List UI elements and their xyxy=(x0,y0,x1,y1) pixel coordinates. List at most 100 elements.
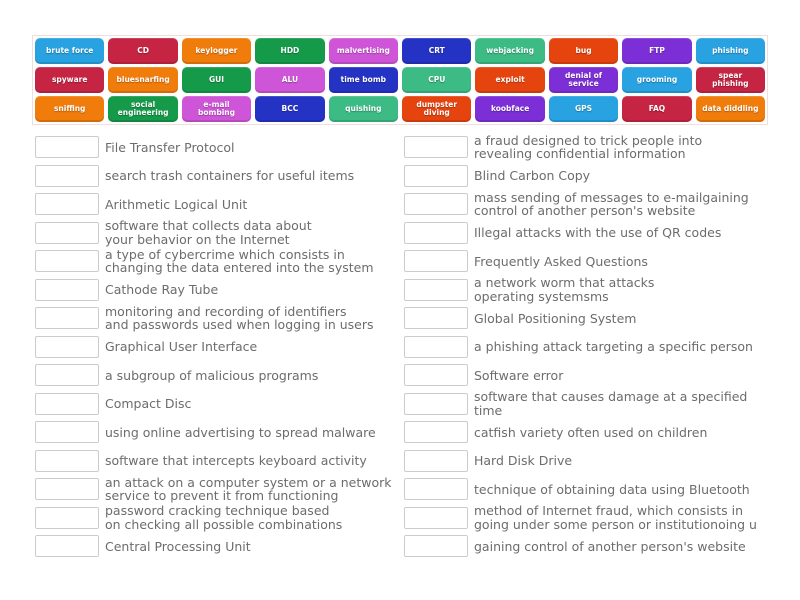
word-tile[interactable]: quishing xyxy=(328,96,399,122)
definition-text: a type of cybercrime which consists in c… xyxy=(105,246,374,276)
word-tile[interactable]: phishing xyxy=(695,38,766,64)
match-row: a phishing attack targeting a specific p… xyxy=(404,333,765,362)
word-bank-row: spyware bluesnarfing GUI ALU time bomb CPU exp… xyxy=(35,67,766,93)
word-tile[interactable]: spear phishing xyxy=(695,67,766,93)
word-tile[interactable]: HDD xyxy=(255,38,325,64)
answer-slot[interactable] xyxy=(404,193,468,216)
answer-slot[interactable] xyxy=(404,478,468,501)
match-row: technique of obtaining data using Blueto… xyxy=(404,475,765,504)
definition-text: monitoring and recording of identifiers … xyxy=(105,303,374,333)
match-row: catfish variety often used on children xyxy=(404,418,765,447)
word-tile[interactable]: keylogger xyxy=(181,38,252,64)
answer-slot[interactable] xyxy=(404,535,468,558)
match-row: a fraud designed to trick people into re… xyxy=(404,133,765,162)
word-tile[interactable]: dumpster diving xyxy=(402,96,472,122)
word-tile[interactable]: exploit xyxy=(475,67,545,93)
definition-text: a network worm that attacks operating sy… xyxy=(474,275,655,304)
answer-slot[interactable] xyxy=(404,449,468,472)
definition-text: Cathode Ray Tube xyxy=(105,282,219,297)
match-row: Graphical User Interface xyxy=(35,333,396,362)
answer-slot[interactable] xyxy=(35,193,99,216)
definition-text: Software error xyxy=(474,367,564,383)
answer-slot[interactable] xyxy=(404,221,468,244)
answer-slot[interactable] xyxy=(404,506,468,529)
answer-slot[interactable] xyxy=(35,364,99,387)
answer-slot[interactable] xyxy=(35,221,99,244)
word-tile[interactable]: FTP xyxy=(622,38,692,64)
word-tile[interactable]: bluesnarfing xyxy=(108,67,178,93)
match-row: software that causes damage at a specifi… xyxy=(404,390,765,419)
answer-slot[interactable] xyxy=(35,421,99,444)
match-row: an attack on a computer system or a netw… xyxy=(35,475,396,504)
word-tile[interactable]: data diddling xyxy=(695,96,766,122)
answer-slot[interactable] xyxy=(404,392,468,415)
word-tile[interactable]: spyware xyxy=(35,67,105,93)
answer-slot[interactable] xyxy=(35,250,99,273)
definition-text: software that intercepts keyboard activi… xyxy=(105,453,367,468)
word-tile[interactable]: CRT xyxy=(402,38,472,64)
answer-slot[interactable] xyxy=(35,164,99,187)
answer-slot[interactable] xyxy=(35,307,99,330)
match-row: a network worm that attacks operating sy… xyxy=(404,276,765,305)
word-tile[interactable]: webjacking xyxy=(475,38,545,64)
answer-slot[interactable] xyxy=(35,449,99,472)
definition-text: mass sending of messages to e-mailgainin… xyxy=(474,189,749,219)
definition-text: catfish variety often used on children xyxy=(474,424,708,440)
definition-text: technique of obtaining data using Blueto… xyxy=(474,481,750,497)
match-row: a type of cybercrime which consists in c… xyxy=(35,247,396,276)
word-tile[interactable]: ALU xyxy=(255,67,325,93)
answer-slot[interactable] xyxy=(35,278,99,301)
word-tile[interactable]: denial of service xyxy=(548,67,619,93)
word-tile[interactable]: time bomb xyxy=(328,67,399,93)
answer-slot[interactable] xyxy=(35,535,99,558)
answer-slot[interactable] xyxy=(404,164,468,187)
definition-text: software that causes damage at a specifi… xyxy=(474,389,748,418)
definition-text: Hard Disk Drive xyxy=(474,453,573,468)
answer-slot[interactable] xyxy=(404,136,468,159)
word-tile[interactable]: koobface xyxy=(475,96,545,122)
word-tile[interactable]: FAQ xyxy=(622,96,692,122)
word-tile[interactable]: GUI xyxy=(181,67,252,93)
word-tile[interactable]: GPS xyxy=(548,96,619,122)
match-row: password cracking technique based on che… xyxy=(35,504,396,533)
answer-slot[interactable] xyxy=(35,478,99,501)
definition-text: Central Processing Unit xyxy=(105,538,251,554)
word-tile[interactable]: e-mail bombing xyxy=(181,96,252,122)
definition-text: Frequently Asked Questions xyxy=(474,253,648,269)
word-tile[interactable]: social engineering xyxy=(108,96,178,122)
answer-slot[interactable] xyxy=(404,364,468,387)
match-row: software that collects data about your b… xyxy=(35,219,396,248)
match-row: method of Internet fraud, which consists… xyxy=(404,504,765,533)
answer-slot[interactable] xyxy=(404,250,468,273)
answer-slot[interactable] xyxy=(404,335,468,358)
answer-slot[interactable] xyxy=(404,307,468,330)
word-tile[interactable]: malvertising xyxy=(328,38,399,64)
answer-slot[interactable] xyxy=(35,136,99,159)
match-row: a subgroup of malicious programs xyxy=(35,361,396,390)
answer-slot[interactable] xyxy=(404,421,468,444)
word-tile[interactable]: grooming xyxy=(622,67,692,93)
definition-text: Arithmetic Logical Unit xyxy=(105,196,248,212)
answer-slot[interactable] xyxy=(35,506,99,529)
definition-text: File Transfer Protocol xyxy=(105,139,235,155)
word-tile[interactable]: CPU xyxy=(402,67,472,93)
match-row: Compact Disc xyxy=(35,390,396,419)
word-tile[interactable]: brute force xyxy=(35,38,105,64)
word-tile[interactable]: bug xyxy=(548,38,619,64)
definition-text: Blind Carbon Copy xyxy=(474,168,591,183)
definition-text: Global Positioning System xyxy=(474,310,637,326)
answer-slot[interactable] xyxy=(35,335,99,358)
word-tile[interactable]: sniffing xyxy=(35,96,105,122)
answer-slot[interactable] xyxy=(404,278,468,301)
match-row: Global Positioning System xyxy=(404,304,765,333)
definition-text: Compact Disc xyxy=(105,396,192,411)
match-row: Hard Disk Drive xyxy=(404,447,765,476)
word-tile[interactable]: BCC xyxy=(255,96,325,122)
match-row: using online advertising to spread malwa… xyxy=(35,418,396,447)
word-tile[interactable]: CD xyxy=(108,38,178,64)
definition-text: Illegal attacks with the use of QR codes xyxy=(474,225,722,240)
match-row: software that intercepts keyboard activi… xyxy=(35,447,396,476)
definition-text: method of Internet fraud, which consists… xyxy=(474,503,757,532)
match-row: mass sending of messages to e-mailgainin… xyxy=(404,190,765,219)
answer-slot[interactable] xyxy=(35,392,99,415)
